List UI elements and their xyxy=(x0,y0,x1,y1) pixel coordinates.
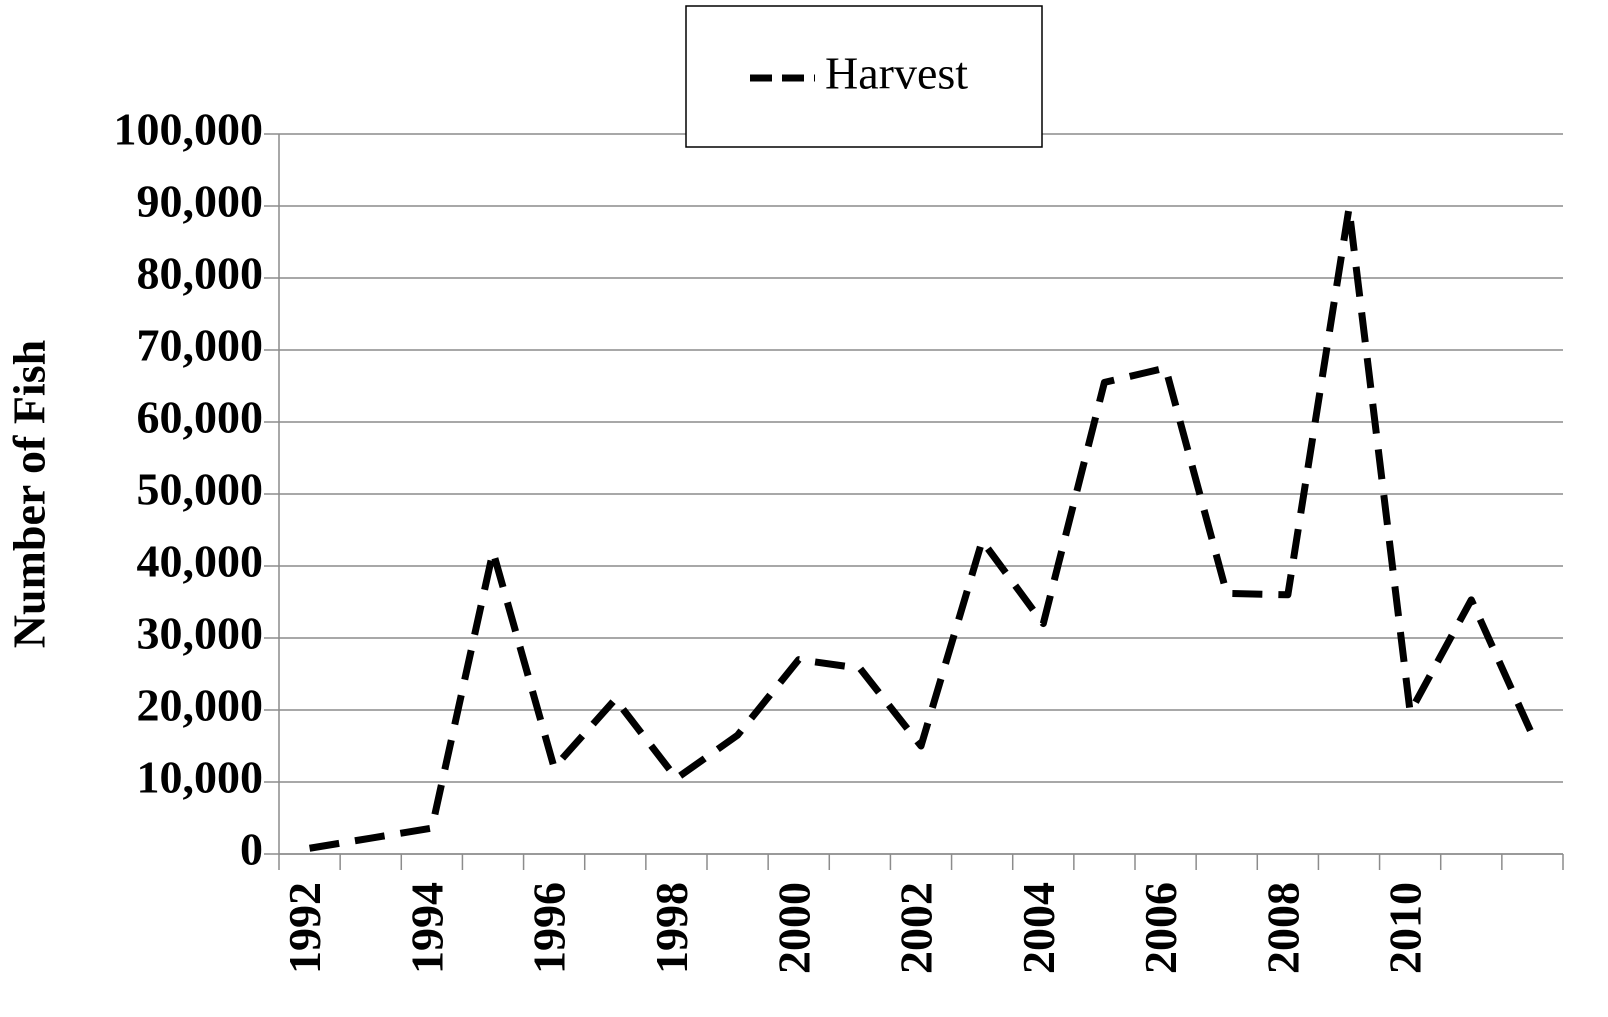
y-tick-label: 20,000 xyxy=(137,680,264,731)
x-tick-label: 1994 xyxy=(401,882,452,974)
x-tick-label: 2002 xyxy=(891,882,942,974)
y-tick-label: 100,000 xyxy=(114,104,264,155)
x-tick-label: 2000 xyxy=(768,882,819,974)
x-tick-label: 1992 xyxy=(279,882,330,974)
x-tick-label: 1996 xyxy=(524,882,575,974)
page: {"chart_data": {"type": "line", "y_label… xyxy=(0,0,1608,1017)
x-tick-label: 2008 xyxy=(1257,882,1308,974)
y-tick-label: 10,000 xyxy=(137,752,264,803)
x-tick-label: 2010 xyxy=(1380,882,1431,974)
y-tick-label: 30,000 xyxy=(137,608,264,659)
y-axis-title: Number of Fish xyxy=(4,340,55,648)
data-line xyxy=(310,208,1533,848)
legend-label: Harvest xyxy=(825,48,968,99)
x-tick-label: 2004 xyxy=(1013,882,1064,974)
y-tick-label: 0 xyxy=(240,824,263,875)
y-tick-label: 70,000 xyxy=(137,320,264,371)
chart: Number of Fish 0 10,000 20,000 30,000 40,000… xyxy=(0,0,1608,1017)
y-tick-label: 50,000 xyxy=(137,464,264,515)
y-tick-label: 80,000 xyxy=(137,248,264,299)
x-tick-label: 2006 xyxy=(1135,882,1186,974)
y-tick-label: 40,000 xyxy=(137,536,264,587)
x-tick-label: 1998 xyxy=(646,882,697,974)
y-tick-label: 60,000 xyxy=(137,392,264,443)
y-tick-label: 90,000 xyxy=(137,176,264,227)
